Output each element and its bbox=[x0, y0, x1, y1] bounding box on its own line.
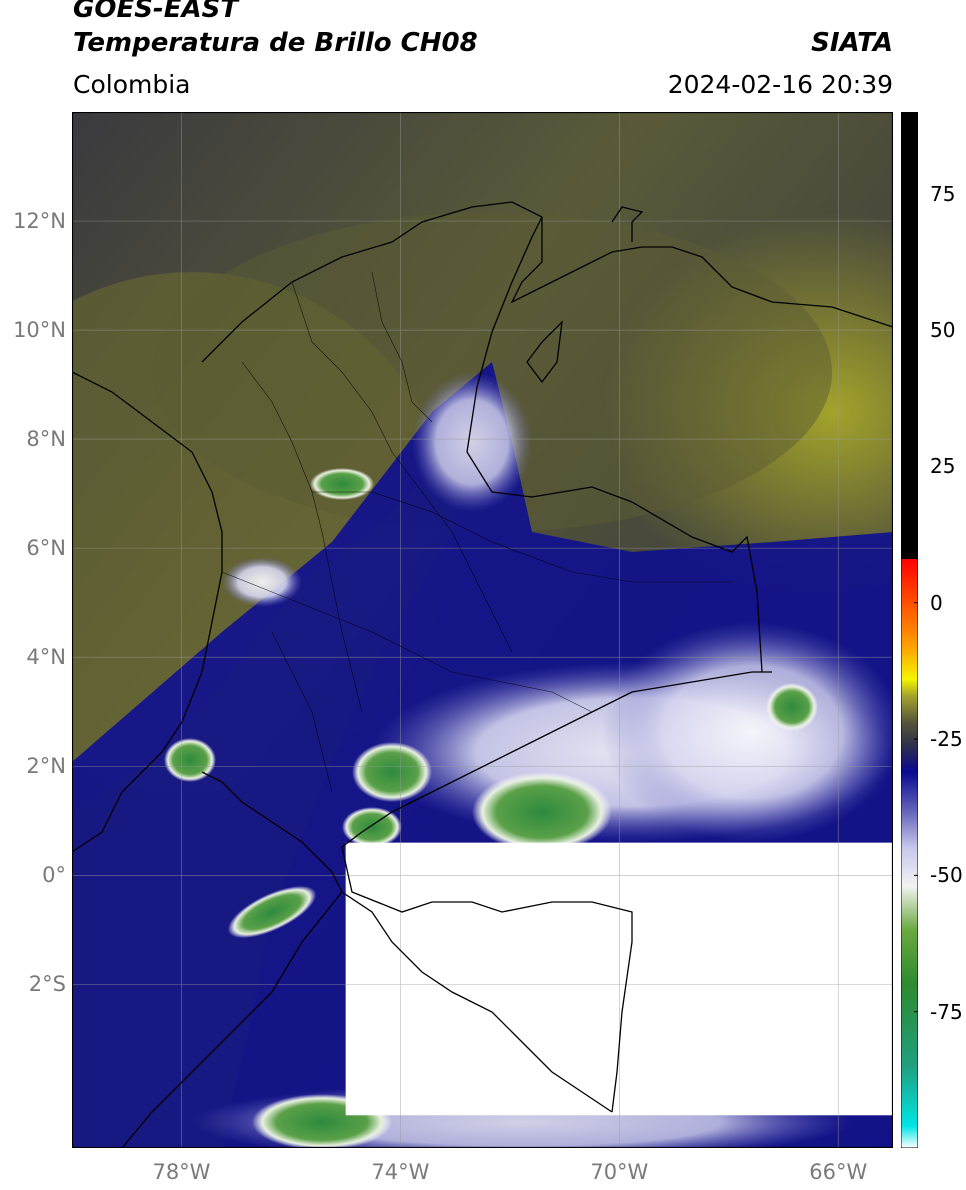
colorbar-tick-label: -50 bbox=[930, 863, 963, 888]
venezuela-coast bbox=[611, 206, 644, 242]
department-border bbox=[291, 281, 513, 653]
department-border bbox=[271, 631, 333, 793]
product-title: Temperatura de Brillo CH08 bbox=[73, 28, 478, 58]
latitude-tick-label: 12°N bbox=[13, 209, 66, 234]
colorbar-tick-label: 75 bbox=[930, 181, 956, 206]
peru-border bbox=[121, 891, 343, 1148]
colorbar-tick-label: 25 bbox=[930, 454, 956, 479]
graticule bbox=[72, 112, 893, 1148]
convective-core bbox=[310, 468, 374, 500]
caribbean-coast bbox=[201, 201, 893, 363]
datetime-label: 2024-02-16 20:39 bbox=[667, 70, 893, 99]
colorbar-tick-label: -25 bbox=[930, 727, 963, 752]
cirrus-north bbox=[412, 372, 532, 512]
convective-core bbox=[164, 738, 216, 782]
department-border bbox=[371, 271, 433, 423]
amazon-border bbox=[341, 671, 772, 1113]
country-borders bbox=[72, 201, 893, 1148]
latitude-tick-label: 8°N bbox=[26, 427, 66, 452]
region-label: Colombia bbox=[73, 70, 191, 99]
latitude-tick-label: 2°N bbox=[26, 754, 66, 779]
department-border bbox=[221, 571, 593, 713]
convective-core bbox=[342, 807, 402, 847]
latitude-tick-label: 6°N bbox=[26, 536, 66, 561]
convective-core bbox=[472, 772, 612, 852]
colorbar-tick-label: -75 bbox=[930, 999, 963, 1024]
map-frame bbox=[72, 112, 893, 1148]
longitude-tick-label: 78°W bbox=[152, 1160, 211, 1184]
colorbar bbox=[901, 112, 918, 1148]
colombia-border bbox=[466, 216, 763, 673]
satellite-map[interactable] bbox=[72, 112, 893, 1148]
longitude-tick-label: 70°W bbox=[590, 1160, 649, 1184]
latitude-tick-label: 2°S bbox=[28, 972, 66, 997]
ecuador-border bbox=[201, 771, 333, 873]
cold-cloud-band bbox=[72, 442, 472, 1148]
cirrus-west bbox=[222, 557, 302, 607]
longitude-tick-label: 66°W bbox=[809, 1160, 868, 1184]
latitude-tick-label: 4°N bbox=[26, 645, 66, 670]
longitude-tick-label: 74°W bbox=[371, 1160, 430, 1184]
colorbar-tick-label: 0 bbox=[930, 590, 943, 615]
department-borders bbox=[221, 271, 732, 793]
satellite-title: GOES-EAST bbox=[73, 0, 239, 24]
latitude-tick-label: 0° bbox=[42, 863, 66, 888]
department-border bbox=[241, 361, 363, 713]
cirrus-far-east bbox=[602, 622, 893, 842]
org-label: SIATA bbox=[811, 28, 893, 58]
convective-core bbox=[227, 885, 317, 939]
convective-core bbox=[766, 683, 818, 731]
department-border bbox=[312, 491, 732, 583]
latitude-tick-label: 10°N bbox=[13, 318, 66, 343]
colorbar-tick-label: 50 bbox=[930, 318, 956, 343]
lake-maracaibo bbox=[526, 320, 563, 384]
convective-core bbox=[352, 742, 432, 802]
southern-border bbox=[331, 871, 613, 1113]
pacific-coast bbox=[72, 371, 223, 853]
